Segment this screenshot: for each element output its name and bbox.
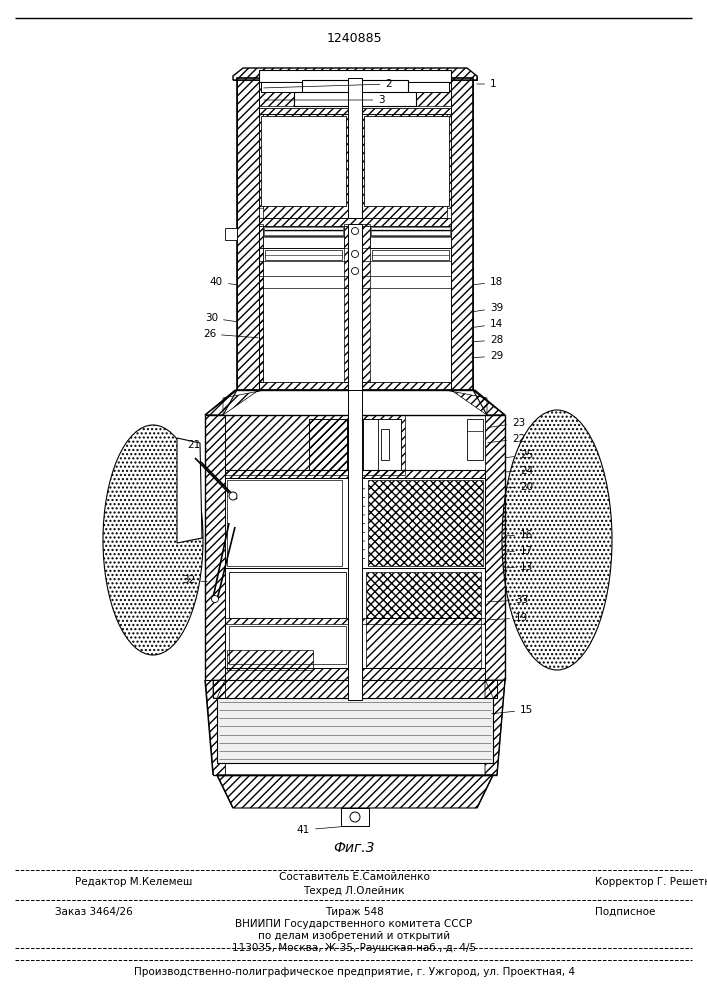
Bar — [341, 808, 369, 826]
Text: 30: 30 — [205, 313, 236, 323]
Text: 21: 21 — [187, 440, 207, 450]
Ellipse shape — [103, 425, 203, 655]
Text: Редактор М.Келемеш: Редактор М.Келемеш — [75, 877, 192, 887]
Text: 18: 18 — [474, 277, 503, 287]
Text: Производственно-полиграфическое предприятие, г. Ужгород, ул. Проектная, 4: Производственно-полиграфическое предприя… — [134, 967, 575, 977]
Bar — [261, 116, 346, 206]
Text: 40: 40 — [210, 277, 236, 287]
Bar — [467, 419, 483, 460]
Circle shape — [211, 595, 218, 602]
Text: 1240885: 1240885 — [326, 31, 382, 44]
Bar — [264, 227, 343, 237]
Bar — [217, 698, 493, 763]
Bar — [225, 478, 485, 568]
Bar — [348, 78, 362, 218]
Bar — [294, 92, 416, 106]
Text: 17: 17 — [506, 546, 533, 556]
Text: Подписное: Подписное — [595, 907, 655, 917]
Circle shape — [351, 250, 358, 257]
Text: Тираж 548: Тираж 548 — [325, 907, 383, 917]
Text: Корректор Г. Решетник: Корректор Г. Решетник — [595, 877, 707, 887]
Text: 33: 33 — [488, 595, 528, 605]
Bar — [229, 626, 346, 664]
Bar — [381, 429, 389, 460]
Text: 25: 25 — [506, 450, 533, 460]
Bar — [225, 668, 485, 680]
Bar — [348, 224, 362, 390]
Bar — [225, 228, 237, 240]
Text: 15: 15 — [492, 705, 533, 715]
Text: 113035, Москва, Ж-35, Раушская наб., д. 4/5: 113035, Москва, Ж-35, Раушская наб., д. … — [232, 943, 476, 953]
Bar — [348, 390, 362, 700]
Bar — [265, 250, 342, 260]
Bar — [363, 419, 378, 470]
Bar — [371, 227, 450, 237]
Circle shape — [351, 228, 358, 234]
Text: 19: 19 — [488, 613, 528, 623]
Bar — [225, 618, 485, 624]
Text: 16: 16 — [506, 530, 533, 540]
Text: 28: 28 — [472, 335, 503, 345]
Bar — [229, 572, 346, 618]
Bar — [225, 470, 485, 478]
Text: 14: 14 — [472, 319, 503, 329]
Circle shape — [350, 812, 360, 822]
Bar — [309, 419, 347, 470]
Text: 26: 26 — [203, 329, 258, 339]
Bar — [259, 218, 451, 226]
Polygon shape — [233, 68, 477, 80]
Text: 39: 39 — [474, 303, 503, 313]
Bar — [213, 680, 497, 698]
Text: по делам изобретений и открытий: по делам изобретений и открытий — [258, 931, 450, 941]
Ellipse shape — [502, 410, 612, 670]
Bar — [372, 250, 449, 260]
Text: 20: 20 — [506, 482, 533, 492]
Text: Составитель Е.Самойленко: Составитель Е.Самойленко — [279, 872, 429, 882]
Bar — [259, 382, 451, 390]
Bar — [302, 80, 408, 100]
Bar — [259, 108, 451, 114]
Text: Заказ 3464/26: Заказ 3464/26 — [55, 907, 133, 917]
Bar — [370, 226, 451, 248]
Bar — [263, 226, 344, 248]
Text: 41: 41 — [297, 825, 346, 835]
Bar — [225, 568, 485, 668]
Bar — [227, 650, 313, 670]
Bar — [363, 419, 401, 470]
Text: 13: 13 — [506, 562, 533, 572]
Text: 24: 24 — [506, 466, 533, 476]
Polygon shape — [177, 438, 202, 543]
Text: 29: 29 — [472, 351, 503, 361]
Text: ВНИИПИ Государственного комитета СССР: ВНИИПИ Государственного комитета СССР — [235, 919, 472, 929]
Bar — [259, 70, 451, 82]
Text: 1: 1 — [477, 79, 496, 89]
Bar — [237, 78, 473, 390]
Circle shape — [229, 492, 237, 500]
Polygon shape — [217, 775, 493, 808]
Text: 3: 3 — [264, 95, 385, 105]
Text: Фиг.3: Фиг.3 — [333, 841, 375, 855]
Text: Техред Л.Олейник: Техред Л.Олейник — [303, 886, 404, 896]
Text: 22: 22 — [488, 434, 525, 444]
Bar — [364, 116, 449, 206]
Circle shape — [351, 267, 358, 274]
Bar — [227, 480, 342, 566]
Text: 23: 23 — [488, 418, 525, 428]
Text: 2: 2 — [264, 79, 392, 89]
Text: 32: 32 — [182, 575, 207, 585]
Bar — [261, 82, 449, 92]
